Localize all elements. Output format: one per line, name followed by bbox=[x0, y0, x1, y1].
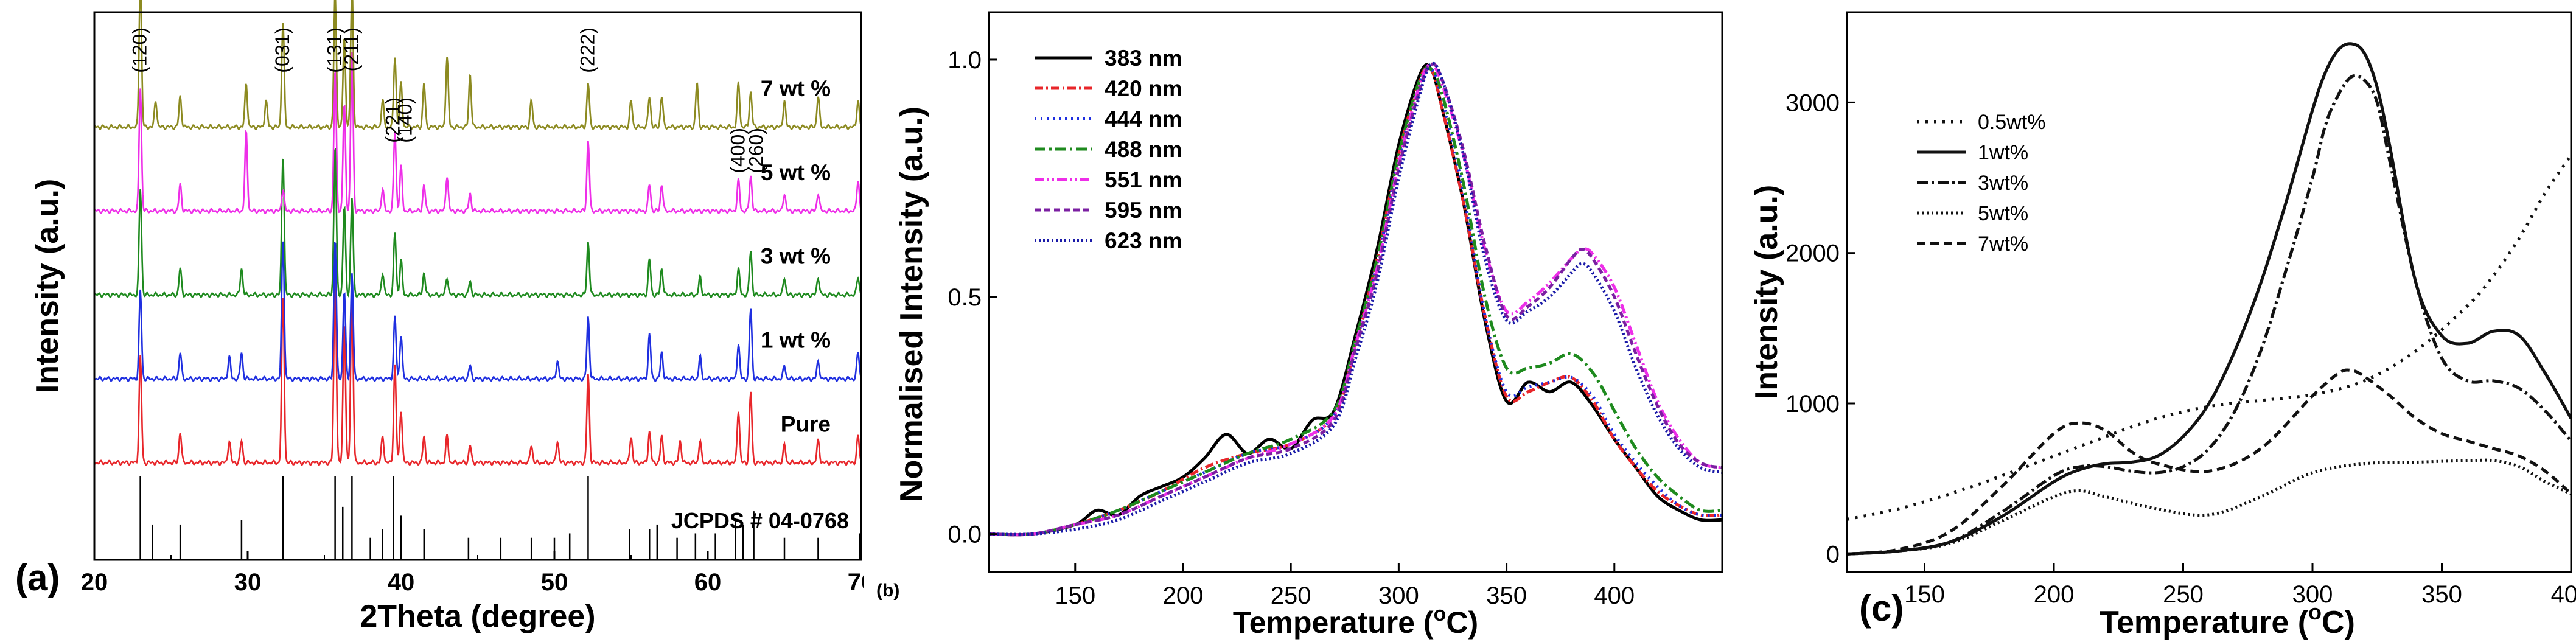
panel-label: (a) bbox=[15, 557, 60, 598]
miller-index-label: (260) bbox=[745, 128, 767, 173]
miller-index-label: (031) bbox=[271, 27, 293, 73]
y-tick-label: 2000 bbox=[1785, 240, 1840, 267]
y-tick-label: 1.0 bbox=[948, 47, 982, 74]
x-tick-label: 150 bbox=[1055, 582, 1095, 609]
series-line-1 bbox=[1846, 42, 2573, 556]
x-tick-label: 350 bbox=[1486, 582, 1527, 609]
pattern-line-1 bbox=[94, 241, 862, 382]
series-line-4 bbox=[988, 63, 1723, 537]
legend-label: 0.5wt% bbox=[1978, 111, 2046, 134]
legend-label: 444 nm bbox=[1105, 106, 1182, 131]
plot-frame bbox=[1846, 11, 2572, 573]
chart-panel-a: Pure 1 wt % 3 wt % 5 wt % 7 wt % JCPDS # 04-0… bbox=[0, 0, 864, 642]
x-axis-label: Temperature (oC) bbox=[1233, 602, 1478, 640]
chart-b-svg: 383 nm 420 nm 444 nm 488 nm 551 nm 595 nm 623 … bbox=[876, 11, 1723, 640]
legend-label: 3wt% bbox=[1978, 172, 2028, 195]
x-tick-label: 150 bbox=[1904, 581, 1945, 608]
miller-index-label: (120) bbox=[129, 27, 151, 73]
x-tick-label: 250 bbox=[1271, 582, 1311, 609]
x-tick-label: 60 bbox=[694, 569, 722, 596]
x-axis-label-main: Temperature ( bbox=[1233, 605, 1434, 640]
x-tick-label: 20 bbox=[81, 569, 108, 596]
x-tick-label: 300 bbox=[2292, 581, 2333, 608]
y-tick-label: 3000 bbox=[1785, 89, 1840, 116]
series-line-5 bbox=[988, 62, 1723, 537]
y-axis-label: Intensity (a.u.) bbox=[30, 179, 65, 393]
x-tick-label: 300 bbox=[1378, 582, 1419, 609]
miller-index-label: (222) bbox=[576, 27, 598, 73]
pattern-label: 1 wt % bbox=[761, 328, 831, 353]
x-tick-label: 30 bbox=[234, 569, 262, 596]
pattern-line-0 bbox=[94, 271, 862, 466]
panel-label: (b) bbox=[876, 581, 899, 601]
x-axis-label-unit: C) bbox=[1446, 605, 1478, 640]
pattern-line-4 bbox=[94, 0, 862, 131]
legend-label: 1wt% bbox=[1978, 141, 2028, 164]
y-tick-label: 1000 bbox=[1785, 391, 1840, 417]
x-axis-label: 2Theta (degree) bbox=[360, 599, 595, 634]
chart-panel-c: 0.5wt% 1wt% 3wt% 5wt% 7wt% 150 200 250 300 350 40 0… bbox=[1740, 0, 2576, 642]
y-tick-label: 0 bbox=[1826, 541, 1840, 568]
series-line-1 bbox=[988, 65, 1723, 537]
legend-label: 623 nm bbox=[1105, 228, 1182, 253]
series-line-3 bbox=[1846, 458, 2572, 556]
plot-frame bbox=[988, 11, 1723, 573]
y-tick-label: 0.0 bbox=[948, 522, 982, 548]
legend-label: 488 nm bbox=[1105, 137, 1182, 162]
x-tick-label: 400 bbox=[2551, 581, 2576, 608]
miller-index-label: (211) bbox=[340, 27, 362, 71]
legend-label: 551 nm bbox=[1105, 167, 1182, 192]
x-tick-label: 350 bbox=[2421, 581, 2462, 608]
reference-label: JCPDS # 04-0768 bbox=[671, 508, 849, 533]
series-line-0 bbox=[1846, 154, 2573, 521]
x-tick-label: 400 bbox=[1594, 582, 1635, 609]
plot-frame bbox=[93, 11, 862, 561]
y-tick-label: 0.5 bbox=[948, 284, 982, 311]
x-axis-label-unit: C) bbox=[2322, 605, 2355, 640]
x-tick-label: 200 bbox=[1163, 582, 1204, 609]
series-line-4 bbox=[1846, 368, 2572, 556]
miller-index-label: (400) bbox=[727, 128, 749, 173]
pattern-label: Pure bbox=[781, 412, 831, 437]
x-tick-label: 40 bbox=[388, 569, 415, 596]
y-axis-label: Normalised Intensity (a.u.) bbox=[894, 106, 929, 502]
pattern-label: 7 wt % bbox=[761, 76, 831, 101]
miller-index-label: (221) bbox=[382, 97, 403, 143]
x-tick-label: 250 bbox=[2163, 581, 2204, 608]
y-axis-label: Intensity (a.u.) bbox=[1749, 185, 1784, 399]
pattern-label: 3 wt % bbox=[761, 244, 831, 269]
miller-index-label: (140) bbox=[394, 97, 416, 143]
series-line-6 bbox=[988, 61, 1723, 536]
chart-panel-b: 383 nm 420 nm 444 nm 488 nm 551 nm 595 nm 623 … bbox=[876, 0, 1740, 642]
x-tick-label: 70 bbox=[848, 569, 864, 596]
x-tick-label: 50 bbox=[541, 569, 568, 596]
legend-label: 420 nm bbox=[1105, 76, 1182, 101]
series-line-2 bbox=[988, 66, 1723, 537]
x-axis-label-degree: o bbox=[2308, 599, 2322, 624]
series-line-2 bbox=[1846, 74, 2572, 556]
x-tick-label: 200 bbox=[2034, 581, 2075, 608]
series-line-0 bbox=[988, 63, 1723, 537]
x-axis-label-degree: o bbox=[1434, 602, 1447, 626]
x-axis-label: Temperature (oC) bbox=[2100, 599, 2355, 640]
chart-a-svg: Pure 1 wt % 3 wt % 5 wt % 7 wt % JCPDS # 04-0… bbox=[15, 0, 864, 634]
legend-label: 383 nm bbox=[1105, 46, 1182, 71]
legend-label: 7wt% bbox=[1978, 232, 2028, 256]
chart-c-svg: 0.5wt% 1wt% 3wt% 5wt% 7wt% 150 200 250 300 350 40 0… bbox=[1749, 11, 2576, 640]
miller-index-label: (131) bbox=[324, 27, 346, 73]
legend-label: 595 nm bbox=[1105, 198, 1182, 223]
pattern-label: 5 wt % bbox=[761, 160, 831, 185]
x-axis-label-main: Temperature ( bbox=[2100, 605, 2309, 640]
series-line-3 bbox=[988, 66, 1723, 537]
panel-label: (c) bbox=[1859, 588, 1904, 629]
pattern-line-3 bbox=[94, 52, 862, 214]
legend-label: 5wt% bbox=[1978, 202, 2028, 225]
pattern-line-2 bbox=[93, 147, 862, 298]
